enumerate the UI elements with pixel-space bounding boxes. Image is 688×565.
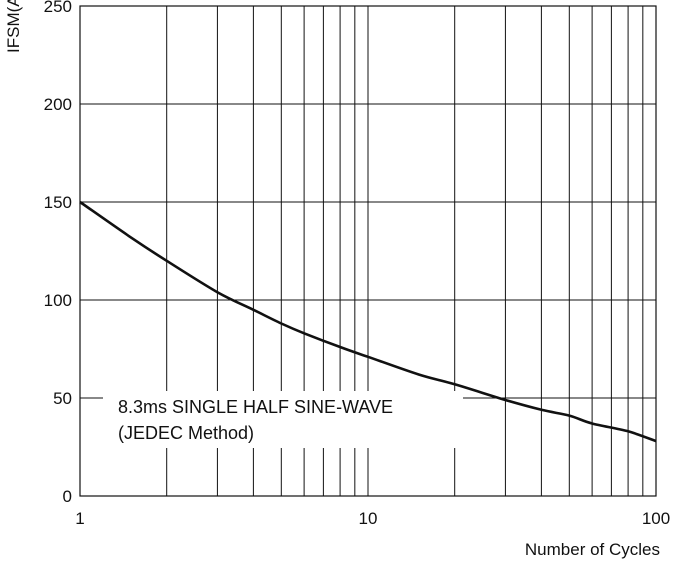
y-tick-label: 100 bbox=[44, 291, 72, 310]
x-axis-title: Number of Cycles bbox=[525, 540, 660, 559]
tick-labels: 0 50 100 150 200 250 1 10 100 bbox=[44, 0, 671, 528]
y-tick-label: 250 bbox=[44, 0, 72, 16]
x-tick-label: 10 bbox=[359, 509, 378, 528]
annotation-line-1: 8.3ms SINGLE HALF SINE-WAVE bbox=[118, 397, 393, 417]
y-tick-label: 200 bbox=[44, 95, 72, 114]
x-tick-label: 1 bbox=[75, 509, 84, 528]
y-tick-label: 0 bbox=[63, 487, 72, 506]
x-tick-label: 100 bbox=[642, 509, 670, 528]
series-line bbox=[79, 200, 657, 443]
annotation-background bbox=[103, 391, 463, 448]
y-tick-label: 50 bbox=[53, 389, 72, 408]
annotation-line-2: (JEDEC Method) bbox=[118, 423, 254, 443]
y-tick-label: 150 bbox=[44, 193, 72, 212]
y-axis-title: IFSM(A) bbox=[4, 0, 23, 53]
plot-frame bbox=[79, 5, 657, 497]
